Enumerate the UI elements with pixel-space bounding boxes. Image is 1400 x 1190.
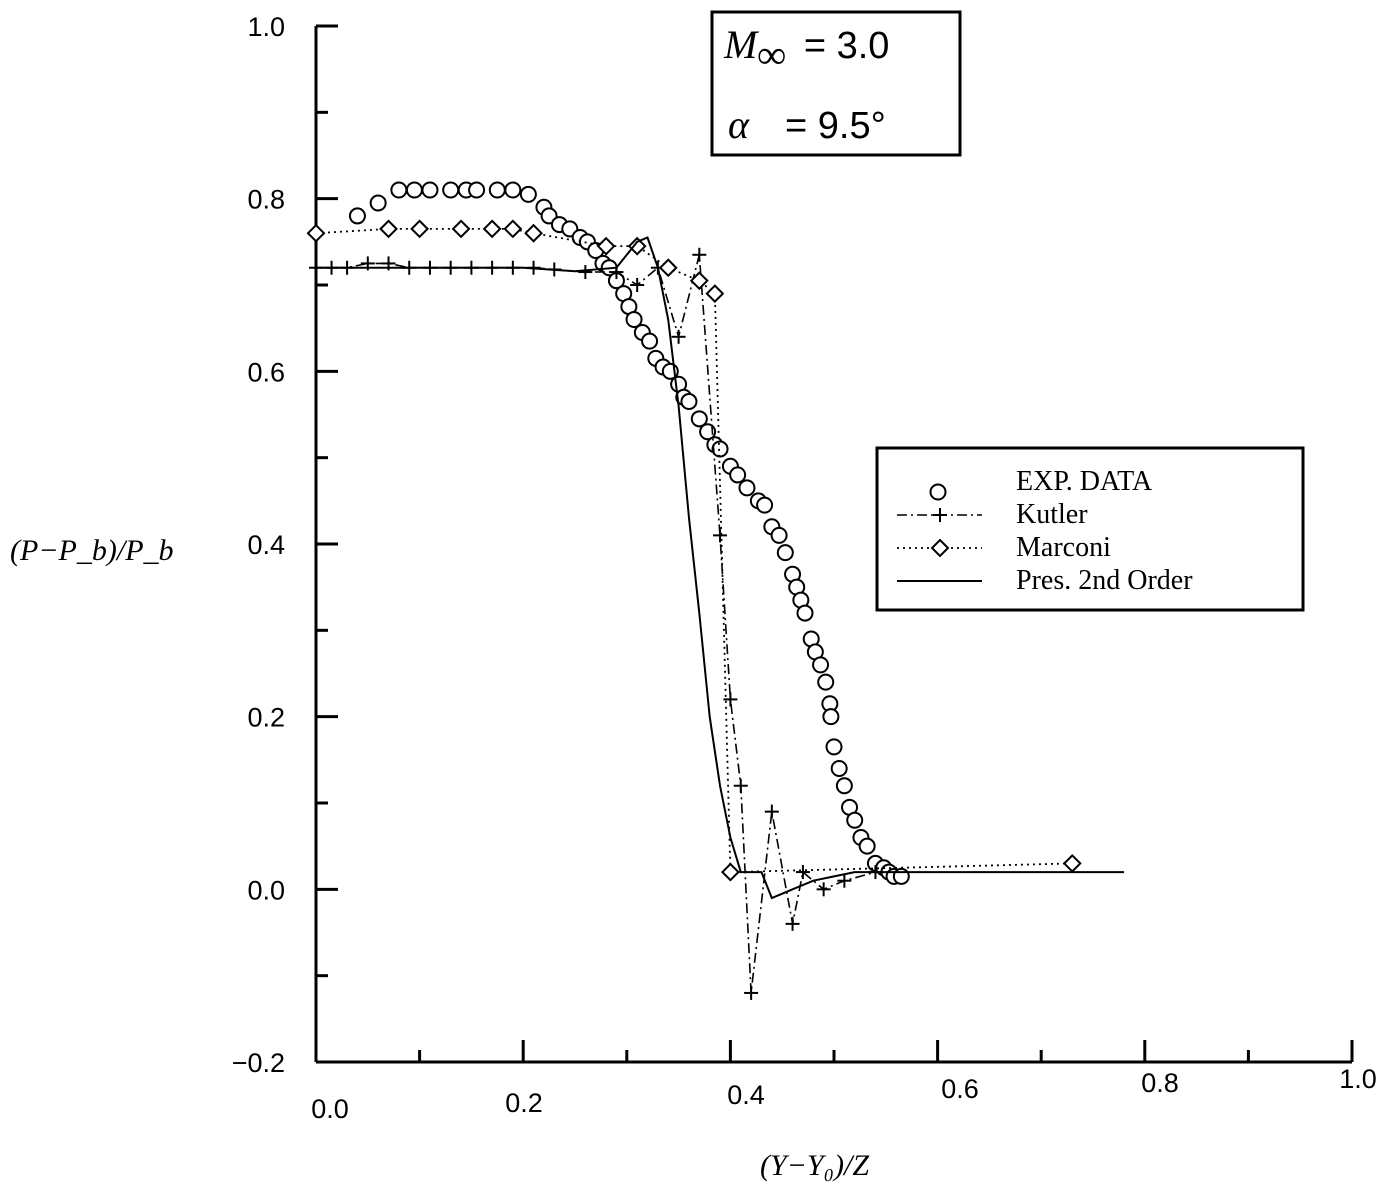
marconi-point [596,236,616,256]
marconi-point [410,219,430,239]
exp-data-point [825,738,843,756]
kutler-line [316,254,876,993]
exp-data-point [519,185,537,203]
series-exp-data [348,181,910,885]
exp-data-point [929,483,947,501]
y-tick-label: 0.4 [247,530,285,560]
exp-data-point [468,181,486,199]
exp-data-point [796,604,814,622]
marconi-point [379,219,398,239]
marconi-point [451,219,471,239]
y-tick-label: −0.2 [232,1048,285,1078]
exp-data-point [690,410,708,428]
legend-entry: Marconi [897,532,1111,563]
legend-entry: Pres. 2nd Order [897,565,1193,596]
alpha-label: α = 9.5° [728,102,886,147]
series-marconi [306,219,1082,882]
kutler-point [723,692,738,707]
kutler-point [744,985,759,1000]
x-tick-label: 0.0 [311,1094,349,1124]
mach-subscript: ∞ [757,32,786,77]
marconi-point [627,236,647,256]
exp-data-point [756,496,774,514]
marconi-point [524,223,543,243]
exp-data-point [830,759,848,777]
kutler-point [578,265,593,280]
exp-data-point [421,181,439,199]
y-tick-label: 0.6 [247,357,285,387]
exp-data-point [390,181,408,199]
legend-label: Kutler [1016,499,1088,530]
marconi-point [482,219,502,239]
exp-data-point [488,181,506,199]
x-tick-label: 0.4 [727,1080,765,1110]
alpha-symbol: α [728,102,750,147]
y-axis-title: (P−P_b)/P_b [10,534,174,567]
marconi-point [1062,854,1082,873]
legend-label: Pres. 2nd Order [1016,565,1193,596]
exp-data-point [846,811,864,829]
legend-marconi-marker [930,538,950,558]
exp-data-point [641,332,659,350]
kutler-point [671,329,686,344]
marconi-point [705,284,725,304]
kutler-point [785,916,800,931]
y-tick-label: 0.0 [247,875,285,905]
exp-data-point [504,181,522,199]
alpha-value: = 9.5° [785,105,886,147]
y-tick-label: 0.2 [247,703,285,733]
marconi-point [689,271,709,291]
exp-data-point [822,708,840,726]
exp-data-point [680,393,698,411]
exp-data-point [812,656,830,674]
exp-data-point [835,777,853,795]
kutler-point [692,247,707,262]
exp-data-point [348,207,366,225]
exp-data-point [738,479,756,497]
x-tick-label: 0.6 [941,1074,979,1104]
marconi-point [658,258,678,278]
legend-kutler-marker [933,508,947,522]
kutler-point [816,882,831,897]
exp-data-point [625,311,643,329]
mach-value: = 3.0 [804,25,890,67]
exp-data-point [858,837,876,855]
series-pres-2nd-order [316,236,1125,900]
kutler-point [630,278,645,292]
x-tick-label: 1.0 [1339,1064,1377,1094]
condition-annotation-box: M∞ = 3.0 α = 9.5° [710,10,962,157]
kutler-point [764,804,779,819]
kutler-point [795,865,810,880]
marconi-point [503,219,523,239]
x-tick-label: 0.2 [505,1088,543,1118]
legend-entry: EXP. DATA [929,466,1153,501]
series-layer [306,181,1125,1000]
legend-entry: Kutler [897,499,1088,530]
legend-label: Marconi [1016,532,1111,563]
exp-data-point [369,194,387,212]
mach-symbol: M [723,22,760,67]
x-axis-title: (Y−Y₀)/Z [760,1149,869,1182]
exp-data-point [776,544,794,562]
exp-data-point [770,526,788,544]
kutler-point [837,873,852,888]
exp-data-point [405,181,423,199]
kutler-point [713,528,728,543]
axis-ticks: 0.0 0.2 0.4 0.6 0.8 1.0 −0.2 0.0 0.2 0.4 0.6 0.8 1.0 [232,12,1377,1124]
marconi-point [306,223,326,243]
x-tick-label: 0.8 [1141,1068,1179,1098]
exp-data-point [729,466,747,484]
exp-data-point [817,673,835,691]
mach-label: M∞ = 3.0 [723,22,889,77]
marconi-point [720,862,740,882]
pres-2nd-order-line [316,236,1125,900]
kutler-point [733,778,748,793]
exp-data-point [442,181,460,199]
y-tick-label: 0.8 [247,185,285,215]
y-tick-label: 1.0 [247,12,285,42]
legend-label: EXP. DATA [1016,466,1153,497]
